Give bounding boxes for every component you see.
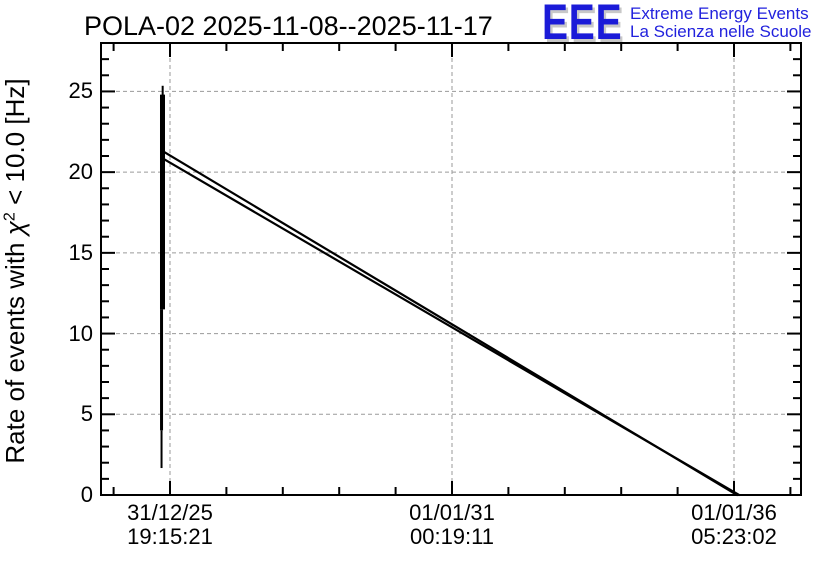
plot-frame [100, 42, 802, 496]
x-tick-time: 00:19:11 [409, 524, 494, 549]
logo-tagline-line1: Extreme Energy Events [630, 4, 809, 23]
eee-logo-tagline: Extreme Energy Events La Scienza nelle S… [630, 5, 811, 41]
x-tick-date: 31/12/25 [127, 500, 213, 525]
series-decay-line-lower [162, 158, 741, 497]
y-tick-label: 10 [68, 320, 93, 346]
x-tick-label: 01/01/31 00:19:11 [372, 501, 532, 549]
y-tick-label: 20 [68, 159, 93, 185]
y-tick-label: 25 [68, 78, 93, 104]
y-tick-label: 5 [80, 401, 93, 427]
x-tick-time: 05:23:02 [691, 524, 777, 549]
logo-tagline-line2: La Scienza nelle Scuole [630, 22, 812, 41]
y-tick-label: 0 [80, 482, 93, 507]
eee-logo: EEE Extreme Energy Events La Scienza nel… [542, 0, 836, 50]
x-tick-time: 19:15:21 [127, 524, 213, 549]
x-tick-label: 01/01/36 05:23:02 [654, 501, 814, 549]
x-tick-date: 01/01/31 [409, 500, 495, 525]
x-tick-label: 31/12/25 19:15:21 [90, 501, 250, 549]
x-tick-date: 01/01/36 [691, 500, 777, 525]
y-tick-label: 15 [68, 239, 93, 265]
plot-title: POLA-02 2025-11-08--2025-11-17 [84, 11, 493, 41]
eee-logo-acronym: EEE [542, 0, 623, 50]
